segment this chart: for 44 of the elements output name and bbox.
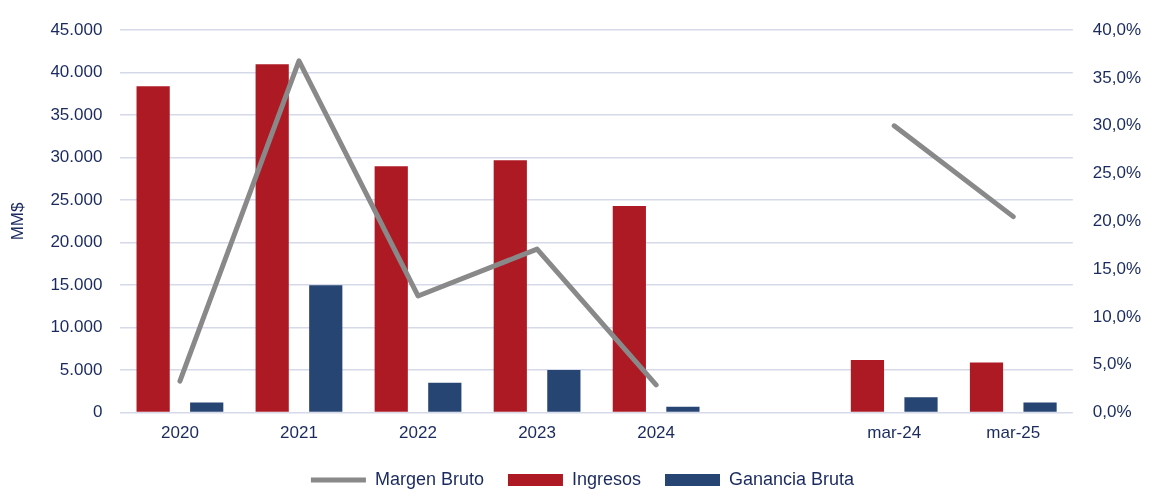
y2-tick-label: 40,0% — [1092, 19, 1141, 39]
y-tick-label: 15.000 — [50, 274, 103, 294]
y-tick-label: 40.000 — [50, 62, 103, 82]
y2-tick-label: 10,0% — [1092, 306, 1141, 326]
bar — [428, 382, 462, 412]
legend-label: Ganancia Bruta — [729, 468, 856, 489]
y-tick-label: 10.000 — [50, 317, 103, 337]
y-tick-label: 20.000 — [50, 232, 103, 252]
x-tick-label: 2022 — [399, 423, 437, 443]
bar — [190, 402, 224, 412]
x-tick-label: 2023 — [518, 423, 556, 443]
y-tick-label: 25.000 — [50, 189, 103, 209]
y-axis-title: MM$ — [7, 201, 27, 241]
bar — [904, 397, 938, 412]
y2-tick-label: 15,0% — [1092, 258, 1141, 278]
bar — [969, 362, 1004, 412]
y-tick-label: 30.000 — [50, 147, 103, 167]
y2-tick-label: 20,0% — [1092, 211, 1141, 231]
y2-tick-label: 0,0% — [1092, 402, 1132, 422]
x-tick-label: mar-25 — [986, 423, 1041, 443]
bar — [850, 359, 885, 412]
y-tick-label: 35.000 — [50, 104, 103, 124]
y2-tick-label: 35,0% — [1092, 67, 1141, 87]
y2-tick-label: 5,0% — [1092, 354, 1132, 374]
x-tick-label: 2020 — [161, 423, 199, 443]
bar — [1023, 402, 1057, 412]
bar — [493, 160, 527, 412]
bar — [374, 166, 408, 412]
legend-label: Margen Bruto — [374, 468, 484, 489]
x-tick-label: 2021 — [280, 423, 318, 443]
y2-tick-label: 30,0% — [1092, 115, 1141, 135]
x-tick-label: 2024 — [637, 423, 676, 443]
x-tick-label: mar-24 — [867, 423, 922, 443]
bar — [666, 406, 700, 412]
y-tick-label: 45.000 — [50, 19, 103, 39]
bar — [255, 64, 289, 412]
y2-tick-label: 25,0% — [1092, 163, 1141, 183]
bar — [612, 206, 646, 412]
y-tick-label: 0 — [92, 402, 103, 422]
bar — [309, 285, 343, 412]
bar — [547, 370, 581, 412]
legend-label: Ingresos — [571, 468, 642, 489]
bar — [136, 86, 170, 412]
y-tick-label: 5.000 — [59, 359, 103, 379]
